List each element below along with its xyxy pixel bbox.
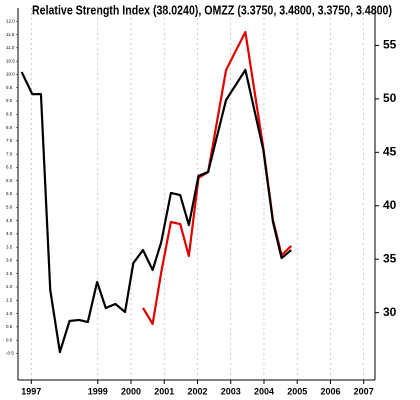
y-tick-label: 10.5: [6, 58, 15, 63]
chart-title: Relative Strength Index (38.0240), OMZZ …: [32, 3, 392, 17]
y-tick-label: 8.0: [6, 125, 13, 130]
y-tick-label: 5.5: [6, 191, 13, 196]
x-tick-label: 2002: [187, 386, 207, 396]
y-tick-label: 3.0: [6, 258, 13, 263]
y2-tick-label: 35: [383, 251, 397, 265]
y-tick-label: 10.0: [6, 72, 15, 77]
y-tick-label: 9.5: [6, 85, 13, 90]
y-tick-label: 11.5: [6, 32, 15, 37]
x-tick-label: 2005: [287, 386, 307, 396]
y-tick-label: 4.0: [6, 231, 13, 236]
x-tick-label: 1999: [88, 386, 108, 396]
y-tick-label: 3.5: [6, 244, 13, 249]
y-tick-label: 6.0: [6, 178, 13, 183]
y-tick-label: 0.0: [6, 337, 13, 342]
x-tick-label: 2001: [154, 386, 174, 396]
x-tick-label: 1997: [21, 386, 41, 396]
y-tick-label: -0.5: [6, 351, 14, 356]
y-tick-label: 5.0: [6, 204, 13, 209]
y2-tick-label: 45: [383, 144, 397, 158]
x-tick-label: 2004: [254, 386, 274, 396]
y2-tick-label: 55: [383, 38, 397, 52]
x-tick-label: 2003: [221, 386, 241, 396]
y2-tick-label: 30: [383, 305, 397, 319]
y-tick-label: 2.0: [6, 284, 13, 289]
y-tick-label: 7.5: [6, 138, 13, 143]
x-tick-label: 2007: [354, 386, 374, 396]
x-tick-label: 2006: [320, 386, 340, 396]
y-tick-label: 1.0: [6, 311, 13, 316]
y-tick-label: 0.5: [6, 324, 13, 329]
y-tick-label: 2.5: [6, 271, 13, 276]
y-tick-label: 6.5: [6, 165, 13, 170]
y-tick-label: 8.5: [6, 111, 13, 116]
y2-tick-label: 40: [383, 198, 397, 212]
y-tick-label: 4.5: [6, 218, 13, 223]
y-tick-label: 11.0: [6, 45, 15, 50]
y-tick-label: 1.5: [6, 297, 13, 302]
y2-tick-label: 50: [383, 91, 397, 105]
y-tick-label: 12.0: [6, 18, 15, 23]
series-line: [20, 68, 292, 354]
y-tick-label: 7.0: [6, 151, 13, 156]
x-tick-label: 2000: [121, 386, 141, 396]
y-tick-label: 9.0: [6, 98, 13, 103]
